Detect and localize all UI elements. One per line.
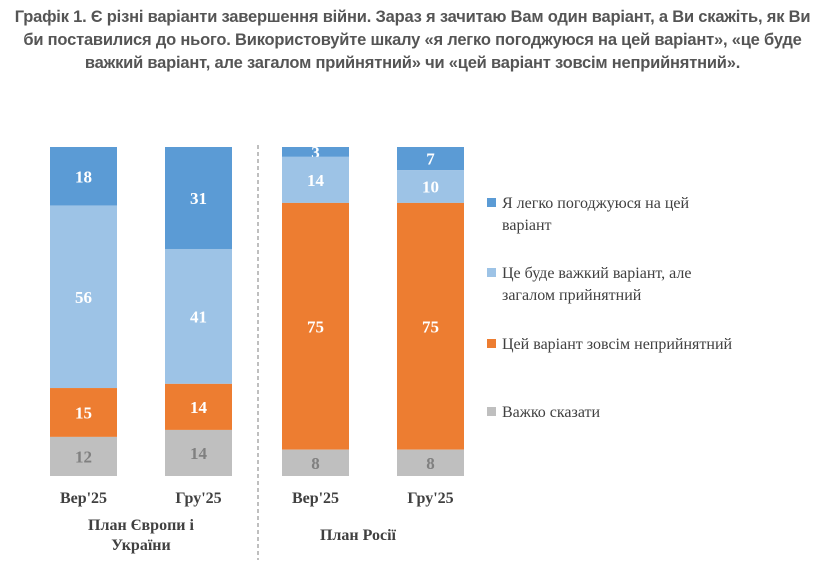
data-label: 8 <box>426 454 435 473</box>
data-label: 10 <box>422 177 439 196</box>
chart-title: Графік 1. Є різні варіанти завершення ві… <box>14 8 811 72</box>
legend-label: Це буде важкий варіант, але загалом прийн… <box>502 265 692 304</box>
bar-segment <box>165 248 232 384</box>
data-label: 3 <box>311 143 320 162</box>
legend-swatch <box>487 407 496 416</box>
data-label: 75 <box>422 317 439 336</box>
data-label: 7 <box>426 150 435 169</box>
x-tick-label: Вер'25 <box>60 490 107 507</box>
legend-swatch <box>487 198 496 207</box>
group-label: План Європи і України <box>88 517 194 554</box>
x-tick-label: Гру'25 <box>175 490 221 507</box>
bar-segment <box>397 147 464 171</box>
data-label: 12 <box>75 447 92 466</box>
bar-segment <box>282 147 349 157</box>
bar-segment <box>282 156 349 203</box>
x-tick-label: Гру'25 <box>407 490 453 507</box>
data-label: 8 <box>311 454 320 473</box>
bar-segment <box>50 205 117 389</box>
data-label: 31 <box>190 189 207 208</box>
data-label: 41 <box>190 307 207 326</box>
data-label: 15 <box>75 403 92 422</box>
legend-label: Важко сказати <box>502 404 601 421</box>
legend-swatch <box>487 268 496 277</box>
x-tick-label: Вер'25 <box>292 490 339 507</box>
legend-label: Я легко погоджуюся на цей варіант <box>502 195 689 234</box>
bar-segment <box>50 436 117 476</box>
bar-segment <box>50 147 117 206</box>
data-label: 14 <box>190 444 208 463</box>
bar-segment <box>397 449 464 476</box>
group-label: План Росії <box>320 527 397 544</box>
bar-segment <box>282 202 349 450</box>
bar-segment <box>397 202 464 450</box>
data-label: 56 <box>75 288 92 307</box>
bar-segment <box>165 147 232 249</box>
bar-segment <box>282 449 349 476</box>
data-label: 14 <box>190 398 208 417</box>
legend-swatch <box>487 339 496 348</box>
data-label: 18 <box>75 167 92 186</box>
data-label: 14 <box>307 171 325 190</box>
data-label: 75 <box>307 317 324 336</box>
bar-segment <box>397 170 464 203</box>
bar-segment <box>50 388 117 437</box>
legend-label: Цей варіант зовсім неприйнятний <box>502 336 733 353</box>
bar-segment <box>165 383 232 430</box>
bar-segment <box>165 429 232 476</box>
